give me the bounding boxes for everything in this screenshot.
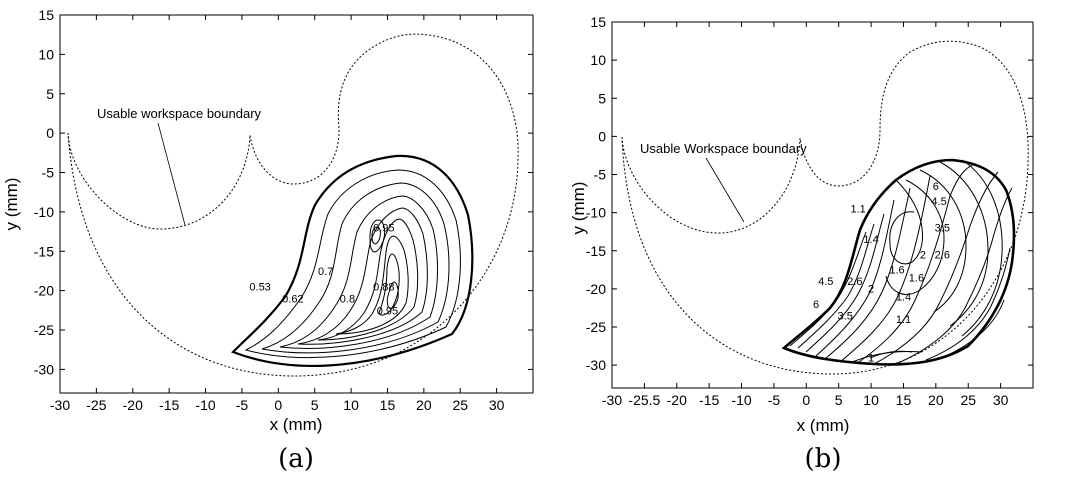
y-tick-label: 0 bbox=[598, 128, 606, 144]
contour-label: 0.7 bbox=[318, 266, 333, 278]
x-tick-label: -15 bbox=[699, 392, 719, 408]
workspace-boundary-a bbox=[67, 33, 519, 377]
y-tick-label: -5 bbox=[42, 165, 55, 181]
x-tick-label: 15 bbox=[896, 392, 912, 408]
contour-label: 1.4 bbox=[896, 291, 911, 303]
x-axis-label-a: x (mm) bbox=[270, 415, 323, 434]
chart-panel-a: -30 -25 -20 -15 -10 -5 0 5 10 15 20 25 30 15 10 5 0 -5 -10… bbox=[2, 7, 534, 474]
contour-label: 6 bbox=[813, 299, 819, 311]
contour-label: 4.5 bbox=[931, 196, 946, 208]
x-tick-label: 10 bbox=[863, 392, 879, 408]
contour-label: 3.5 bbox=[838, 310, 853, 322]
x-tick-label: -5 bbox=[236, 397, 249, 413]
contour-label: 2 bbox=[920, 249, 926, 261]
annotation-text-b: Usable Workspace boundary bbox=[640, 141, 807, 156]
y-tick-label: -25 bbox=[586, 319, 606, 335]
x-tick-label: 25 bbox=[960, 392, 976, 408]
x-tick-label: 0 bbox=[802, 392, 810, 408]
y-tick-label: -30 bbox=[34, 361, 54, 377]
x-tick-label: -25 bbox=[86, 397, 106, 413]
x-tick-label: -20 bbox=[667, 392, 687, 408]
contour-label: 1.1 bbox=[850, 204, 865, 216]
x-tick-label: -30 bbox=[50, 397, 70, 413]
x-tick-label: 30 bbox=[993, 392, 1009, 408]
contour-label: 4.5 bbox=[818, 276, 833, 288]
plot-area-a bbox=[59, 14, 534, 394]
y-tick-label: 0 bbox=[46, 125, 54, 141]
x-tick-label: -10 bbox=[731, 392, 751, 408]
x-tick-label: -15 bbox=[159, 397, 179, 413]
y-tick-label: 15 bbox=[38, 7, 54, 23]
contour-label: 1.6 bbox=[909, 272, 924, 284]
contour-lines-b bbox=[781, 158, 1016, 366]
x-tick-label: -5 bbox=[768, 392, 781, 408]
contour-label: 0.62 bbox=[282, 293, 303, 305]
caption-b: (b) bbox=[805, 444, 842, 474]
chart-panel-b: -30 -25.5 -20 -15 -10 -5 0 5 10 15 20 25 30 15 10 5 0 -5 -… bbox=[569, 14, 1034, 474]
x-tick-label: 20 bbox=[416, 397, 432, 413]
x-tick-label: -30 bbox=[602, 392, 622, 408]
y-axis-label-b: y (mm) bbox=[569, 182, 588, 235]
y-axis-label-a: y (mm) bbox=[2, 178, 21, 231]
x-tick-label: -10 bbox=[195, 397, 215, 413]
contour-label: 0.88 bbox=[373, 282, 394, 294]
contour-label: 6 bbox=[933, 181, 939, 193]
contour-label: 2.6 bbox=[847, 276, 862, 288]
y-tick-label: -20 bbox=[586, 281, 606, 297]
y-tick-label: -5 bbox=[594, 167, 607, 183]
x-tick-label: 10 bbox=[343, 397, 359, 413]
x-tick-label: -25.5 bbox=[628, 392, 660, 408]
contour-label: 2.6 bbox=[935, 249, 950, 261]
contour-label: 2 bbox=[868, 284, 874, 296]
contour-label: 0.95 bbox=[373, 223, 394, 235]
y-tick-label: -25 bbox=[34, 322, 54, 338]
contour-label: 1.1 bbox=[896, 314, 911, 326]
y-tick-label: -15 bbox=[34, 243, 54, 259]
contour-label: 3.5 bbox=[935, 223, 950, 235]
y-tick-label: 15 bbox=[590, 14, 606, 30]
y-tick-label: -30 bbox=[586, 357, 606, 373]
x-tick-label: -20 bbox=[123, 397, 143, 413]
contour-lines-a bbox=[231, 154, 474, 368]
contour-label: 1.6 bbox=[889, 265, 904, 277]
y-tick-label: -20 bbox=[34, 283, 54, 299]
workspace-boundary-b bbox=[621, 40, 1029, 375]
x-tick-label: 30 bbox=[489, 397, 505, 413]
y-tick-label: 5 bbox=[46, 86, 54, 102]
ticks-a: -30 -25 -20 -15 -10 -5 0 5 10 15 20 25 30 15 10 5 0 -5 -10… bbox=[34, 7, 533, 413]
contour-label: 0.53 bbox=[249, 282, 270, 294]
ticks-b: -30 -25.5 -20 -15 -10 -5 0 5 10 15 20 25 30 15 10 5 0 -5 -… bbox=[586, 14, 1033, 408]
y-tick-label: 5 bbox=[598, 90, 606, 106]
contour-label: 0.8 bbox=[340, 293, 355, 305]
annotation-leader-a bbox=[157, 122, 186, 226]
x-tick-label: 25 bbox=[452, 397, 468, 413]
caption-a: (a) bbox=[278, 444, 314, 474]
y-tick-label: -10 bbox=[586, 205, 606, 221]
y-tick-label: -15 bbox=[586, 243, 606, 259]
x-tick-label: 5 bbox=[835, 392, 843, 408]
x-tick-label: 20 bbox=[928, 392, 944, 408]
contour-labels-b: 1.1 1.4 6 4.5 3.5 2 2.6 1.6 1.6 4.5 2.6 2 1.4 6 3.5 1.1… bbox=[813, 181, 950, 365]
y-tick-label: 10 bbox=[590, 52, 606, 68]
contour-label: 0.95 bbox=[377, 305, 398, 317]
x-tick-label: 0 bbox=[274, 397, 282, 413]
contour-label: 1.4 bbox=[863, 234, 878, 246]
x-axis-label-b: x (mm) bbox=[797, 416, 850, 435]
annotation-leader-b bbox=[705, 157, 745, 223]
contour-labels-a: 0.95 0.53 0.7 0.88 0.62 0.8 0.95 bbox=[249, 223, 398, 318]
y-tick-label: 10 bbox=[38, 46, 54, 62]
x-tick-label: 15 bbox=[380, 397, 396, 413]
contour-label: 1 bbox=[868, 352, 874, 364]
y-tick-label: -10 bbox=[34, 204, 54, 220]
x-tick-label: 5 bbox=[311, 397, 319, 413]
plot-area-b bbox=[611, 21, 1034, 389]
annotation-text-a: Usable workspace boundary bbox=[97, 106, 262, 121]
